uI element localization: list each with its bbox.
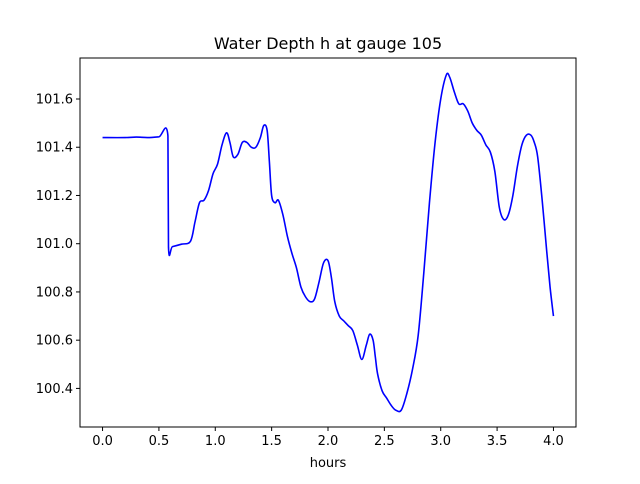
y-tick-label: 101.6 xyxy=(36,93,73,108)
chart-title: Water Depth h at gauge 105 xyxy=(214,34,442,53)
series-line xyxy=(102,72,555,413)
y-axis: 100.4 100.6 100.8 101.0 101.2 101.4 101.6 xyxy=(36,93,80,397)
x-tick-label: 2.5 xyxy=(374,434,395,449)
x-tick-label: 0.5 xyxy=(149,434,170,449)
series-layer xyxy=(102,72,555,413)
x-tick-label: 3.0 xyxy=(430,434,451,449)
x-tick-label: 1.0 xyxy=(205,434,226,449)
x-tick-label: 0.0 xyxy=(92,434,113,449)
y-tick-label: 100.4 xyxy=(36,382,73,397)
x-tick-label: 4.0 xyxy=(543,434,564,449)
x-tick-label: 3.5 xyxy=(487,434,508,449)
x-axis: 0.0 0.5 1.0 1.5 2.0 2.5 3.0 3.5 4.0 xyxy=(92,427,564,449)
x-tick-label: 2.0 xyxy=(318,434,339,449)
y-tick-label: 101.2 xyxy=(36,189,73,204)
x-axis-label: hours xyxy=(310,456,347,471)
y-tick-label: 101.0 xyxy=(36,237,73,252)
x-tick-label: 1.5 xyxy=(261,434,282,449)
y-tick-label: 101.4 xyxy=(36,141,73,156)
y-tick-label: 100.6 xyxy=(36,334,73,349)
y-tick-label: 100.8 xyxy=(36,285,73,300)
